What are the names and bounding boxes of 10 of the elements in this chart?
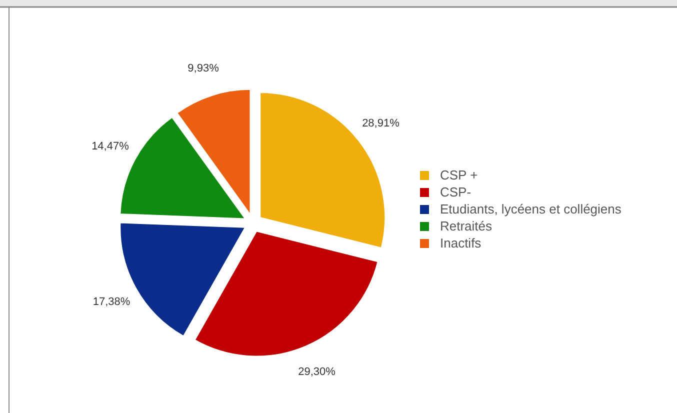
legend-label: Inactifs [440,235,482,250]
data-label: 17,38% [92,296,130,308]
data-label: 14,47% [92,140,130,152]
legend-label: CSP + [440,167,478,182]
legend-label: CSP- [440,184,472,200]
legend-label: Etudiants, lycéens et collégiens [440,201,622,216]
data-label: 9,93% [188,62,220,75]
data-label: 29,30% [298,366,336,378]
data-label: 28,91% [362,117,400,130]
legend-label: Retraités [440,218,493,234]
